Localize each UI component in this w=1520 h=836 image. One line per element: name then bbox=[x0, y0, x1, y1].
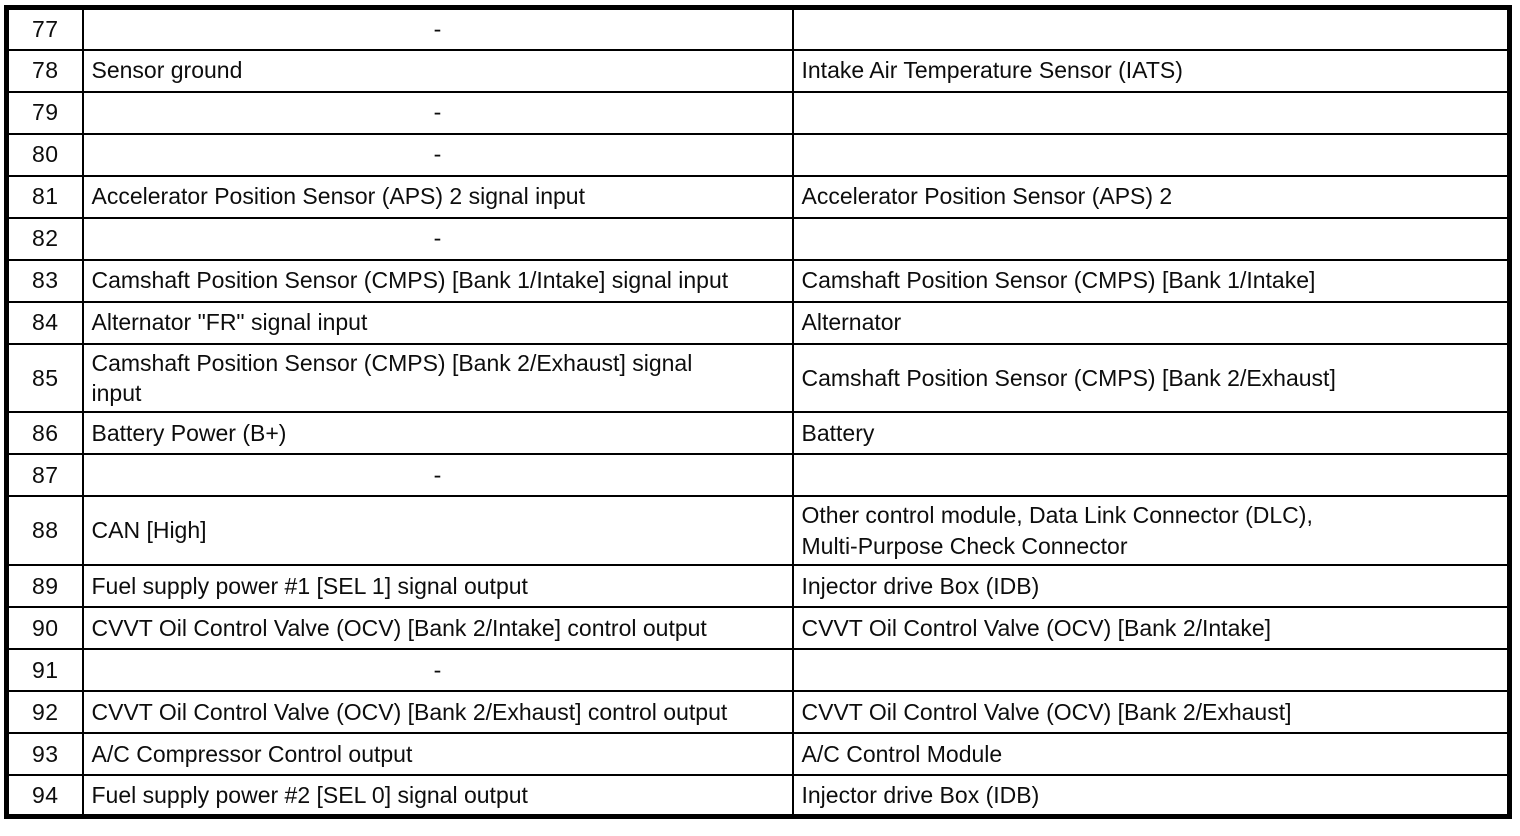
table-row: 79 - bbox=[5, 90, 1511, 135]
pin-number-cell: 94 bbox=[5, 773, 84, 818]
pin-number-cell: 79 bbox=[5, 90, 84, 135]
pin-description-cell: - bbox=[81, 647, 794, 692]
pin-number-cell: 83 bbox=[5, 258, 84, 303]
table-row: 90 CVVT Oil Control Valve (OCV) [Bank 2/… bbox=[5, 605, 1511, 650]
connected-component-cell: Camshaft Position Sensor (CMPS) [Bank 2/… bbox=[791, 342, 1511, 414]
table-row: 78 Sensor ground Intake Air Temperature … bbox=[5, 48, 1511, 93]
connected-component-cell bbox=[791, 647, 1511, 692]
connected-component-cell: Alternator bbox=[791, 300, 1511, 345]
pin-description-cell: CVVT Oil Control Valve (OCV) [Bank 2/Exh… bbox=[81, 689, 794, 734]
table-row: 82 - bbox=[5, 216, 1511, 261]
connected-component-cell bbox=[791, 453, 1511, 498]
connected-component-cell: CVVT Oil Control Valve (OCV) [Bank 2/Int… bbox=[791, 605, 1511, 650]
table-row: 81 Accelerator Position Sensor (APS) 2 s… bbox=[5, 174, 1511, 219]
pin-number-cell: 78 bbox=[5, 48, 84, 93]
table-row: 91 - bbox=[5, 647, 1511, 692]
table-row: 92 CVVT Oil Control Valve (OCV) [Bank 2/… bbox=[5, 689, 1511, 734]
table-row: 93 A/C Compressor Control output A/C Con… bbox=[5, 731, 1511, 776]
connected-component-cell bbox=[791, 216, 1511, 261]
pinout-table-body: 77 - 78 Sensor ground Intake Air Tempera… bbox=[5, 6, 1511, 818]
pin-description-cell: - bbox=[81, 216, 794, 261]
pin-description-cell: - bbox=[81, 132, 794, 177]
pin-number-cell: 84 bbox=[5, 300, 84, 345]
table-row: 89 Fuel supply power #1 [SEL 1] signal o… bbox=[5, 563, 1511, 608]
pin-number-cell: 93 bbox=[5, 731, 84, 776]
table-row: 84 Alternator "FR" signal input Alternat… bbox=[5, 300, 1511, 345]
connected-component-cell: A/C Control Module bbox=[791, 731, 1511, 776]
pin-description-cell: CAN [High] bbox=[81, 495, 794, 566]
table-row: 80 - bbox=[5, 132, 1511, 177]
pin-number-cell: 80 bbox=[5, 132, 84, 177]
pin-number-cell: 85 bbox=[5, 342, 84, 414]
pin-description-cell: Battery Power (B+) bbox=[81, 411, 794, 456]
table-row: 94 Fuel supply power #2 [SEL 0] signal o… bbox=[5, 773, 1511, 818]
pin-description-cell: Sensor ground bbox=[81, 48, 794, 93]
pin-description-cell: Alternator "FR" signal input bbox=[81, 300, 794, 345]
pin-description-cell: Fuel supply power #2 [SEL 0] signal outp… bbox=[81, 773, 794, 818]
pin-number-cell: 82 bbox=[5, 216, 84, 261]
pin-number-cell: 88 bbox=[5, 495, 84, 566]
pin-number-cell: 87 bbox=[5, 453, 84, 498]
pin-description-cell: - bbox=[81, 453, 794, 498]
connected-component-cell: Intake Air Temperature Sensor (IATS) bbox=[791, 48, 1511, 93]
pin-description-cell: - bbox=[81, 90, 794, 135]
connected-component-cell: Injector drive Box (IDB) bbox=[791, 773, 1511, 818]
table-row: 88 CAN [High] Other control module, Data… bbox=[5, 495, 1511, 566]
pin-number-cell: 89 bbox=[5, 563, 84, 608]
table-row: 83 Camshaft Position Sensor (CMPS) [Bank… bbox=[5, 258, 1511, 303]
pin-description-cell: Camshaft Position Sensor (CMPS) [Bank 1/… bbox=[81, 258, 794, 303]
pin-number-cell: 91 bbox=[5, 647, 84, 692]
pin-description-cell: Camshaft Position Sensor (CMPS) [Bank 2/… bbox=[81, 342, 794, 414]
connected-component-cell: Other control module, Data Link Connecto… bbox=[791, 495, 1511, 566]
pin-description-cell: CVVT Oil Control Valve (OCV) [Bank 2/Int… bbox=[81, 605, 794, 650]
connected-component-cell: CVVT Oil Control Valve (OCV) [Bank 2/Exh… bbox=[791, 689, 1511, 734]
table-row: 86 Battery Power (B+) Battery bbox=[5, 411, 1511, 456]
connected-component-cell bbox=[791, 6, 1511, 51]
pin-number-cell: 77 bbox=[5, 6, 84, 51]
pin-number-cell: 90 bbox=[5, 605, 84, 650]
connected-component-cell bbox=[791, 132, 1511, 177]
connected-component-cell: Accelerator Position Sensor (APS) 2 bbox=[791, 174, 1511, 219]
pin-description-cell: - bbox=[81, 6, 794, 51]
pin-description-cell: A/C Compressor Control output bbox=[81, 731, 794, 776]
connected-component-cell: Injector drive Box (IDB) bbox=[791, 563, 1511, 608]
pin-number-cell: 92 bbox=[5, 689, 84, 734]
connected-component-cell: Battery bbox=[791, 411, 1511, 456]
table-row: 85 Camshaft Position Sensor (CMPS) [Bank… bbox=[5, 342, 1511, 414]
connector-pinout-table: 77 - 78 Sensor ground Intake Air Tempera… bbox=[4, 5, 1512, 820]
pin-description-cell: Accelerator Position Sensor (APS) 2 sign… bbox=[81, 174, 794, 219]
pin-number-cell: 81 bbox=[5, 174, 84, 219]
table-row: 77 - bbox=[5, 6, 1511, 51]
pin-description-cell: Fuel supply power #1 [SEL 1] signal outp… bbox=[81, 563, 794, 608]
pinout-document-page: 77 - 78 Sensor ground Intake Air Tempera… bbox=[4, 5, 1512, 820]
connected-component-cell bbox=[791, 90, 1511, 135]
connected-component-cell: Camshaft Position Sensor (CMPS) [Bank 1/… bbox=[791, 258, 1511, 303]
pin-number-cell: 86 bbox=[5, 411, 84, 456]
table-row: 87 - bbox=[5, 453, 1511, 498]
